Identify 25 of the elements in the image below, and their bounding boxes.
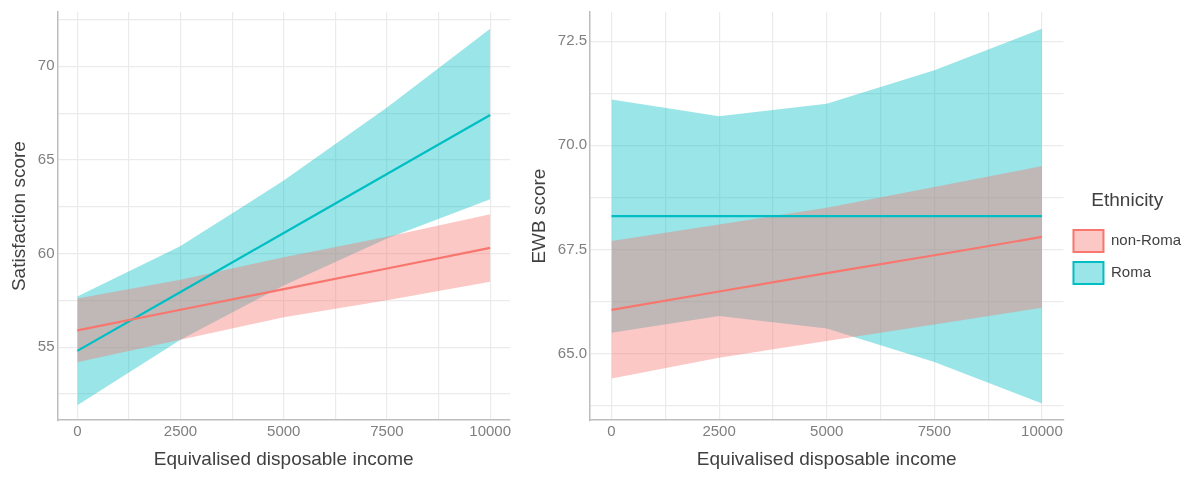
x-tick-label: 0 [607,422,616,440]
y-tick-label: 60 [37,243,55,261]
x-tick-label: 10000 [1021,422,1063,440]
y-axis-title: Satisfaction score [7,141,29,292]
legend-label: Roma [1110,263,1152,281]
y-tick-label: 55 [37,337,55,355]
y-tick-label: 65.0 [557,343,587,361]
y-axis-title: EWB score [527,168,549,264]
legend-label: non-Roma [1110,231,1182,249]
x-tick-label: 7500 [370,422,404,440]
y-tick-label: 67.5 [557,239,587,257]
x-tick-label: 5000 [810,422,844,440]
y-tick-label: 72.5 [557,31,587,49]
x-tick-label: 2500 [702,422,736,440]
x-tick-label: 5000 [267,422,301,440]
y-tick-label: 70.0 [557,135,587,153]
x-axis-title: Equivalised disposable income [696,447,957,469]
y-tick-label: 65 [37,150,55,168]
x-tick-label: 0 [73,422,82,440]
x-tick-label: 10000 [469,422,512,440]
legend-title: Ethnicity [1091,188,1164,210]
x-tick-label: 2500 [163,422,198,440]
x-axis-title: Equivalised disposable income [153,447,414,469]
x-tick-label: 7500 [917,422,952,440]
y-tick-label: 70 [37,56,55,74]
